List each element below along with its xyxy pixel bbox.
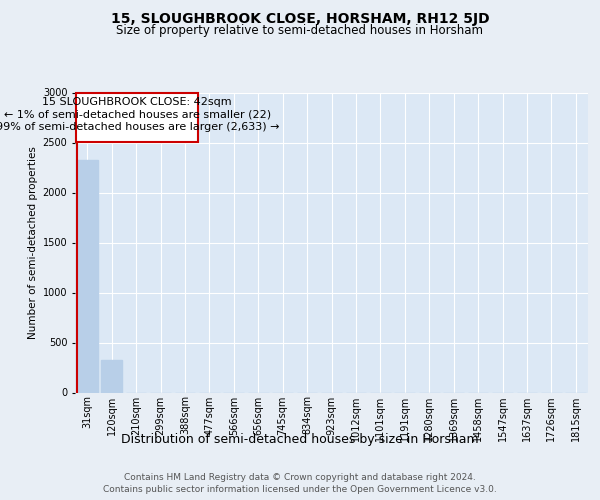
Text: Size of property relative to semi-detached houses in Horsham: Size of property relative to semi-detach… <box>116 24 484 37</box>
Y-axis label: Number of semi-detached properties: Number of semi-detached properties <box>28 146 38 339</box>
Text: Contains public sector information licensed under the Open Government Licence v3: Contains public sector information licen… <box>103 485 497 494</box>
Text: Distribution of semi-detached houses by size in Horsham: Distribution of semi-detached houses by … <box>121 432 479 446</box>
Text: 99% of semi-detached houses are larger (2,633) →: 99% of semi-detached houses are larger (… <box>0 122 279 132</box>
Bar <box>101 360 122 392</box>
Text: 15, SLOUGHBROOK CLOSE, HORSHAM, RH12 5JD: 15, SLOUGHBROOK CLOSE, HORSHAM, RH12 5JD <box>110 12 490 26</box>
Text: Contains HM Land Registry data © Crown copyright and database right 2024.: Contains HM Land Registry data © Crown c… <box>124 472 476 482</box>
Text: ← 1% of semi-detached houses are smaller (22): ← 1% of semi-detached houses are smaller… <box>4 110 271 120</box>
Bar <box>77 160 98 392</box>
Text: 15 SLOUGHBROOK CLOSE: 42sqm: 15 SLOUGHBROOK CLOSE: 42sqm <box>43 96 232 106</box>
